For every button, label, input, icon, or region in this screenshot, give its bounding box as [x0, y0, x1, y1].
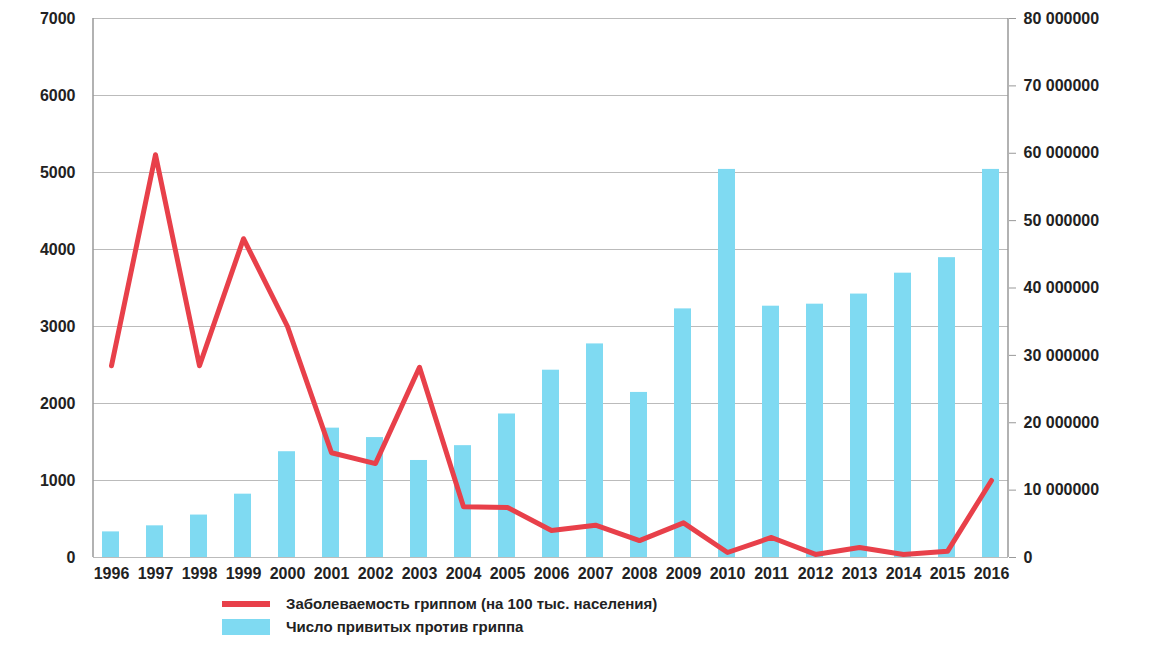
svg-text:2003: 2003 — [402, 565, 438, 582]
svg-text:50 000000: 50 000000 — [1024, 212, 1100, 229]
svg-text:2009: 2009 — [666, 565, 702, 582]
svg-text:2002: 2002 — [358, 565, 394, 582]
svg-text:2007: 2007 — [578, 565, 614, 582]
svg-text:20 000000: 20 000000 — [1024, 414, 1100, 431]
svg-text:1000: 1000 — [40, 472, 76, 489]
svg-text:1999: 1999 — [226, 565, 262, 582]
svg-text:2005: 2005 — [490, 565, 526, 582]
svg-text:30 000000: 30 000000 — [1024, 346, 1100, 363]
svg-text:10 000000: 10 000000 — [1024, 481, 1100, 498]
svg-text:1997: 1997 — [138, 565, 174, 582]
svg-text:70 000000: 70 000000 — [1024, 77, 1100, 94]
svg-text:4000: 4000 — [40, 241, 76, 258]
svg-text:2011: 2011 — [754, 565, 789, 582]
svg-text:40 000000: 40 000000 — [1024, 279, 1100, 296]
svg-text:2000: 2000 — [40, 395, 76, 412]
svg-text:80 000000: 80 000000 — [1024, 10, 1100, 27]
svg-text:0: 0 — [67, 549, 76, 566]
svg-text:2001: 2001 — [314, 565, 350, 582]
html-text:Число привитых против гриппа: Число привитых против гриппа — [286, 618, 524, 635]
svg-text:2016: 2016 — [974, 565, 1010, 582]
svg-text:2015: 2015 — [930, 565, 966, 582]
svg-text:3000: 3000 — [40, 318, 76, 335]
svg-text:60 000000: 60 000000 — [1024, 144, 1100, 161]
svg-text:5000: 5000 — [40, 164, 76, 181]
svg-text:2012: 2012 — [798, 565, 834, 582]
svg-text:2008: 2008 — [622, 565, 658, 582]
svg-text:2004: 2004 — [446, 565, 482, 582]
svg-text:1996: 1996 — [94, 565, 130, 582]
svg-text:2010: 2010 — [710, 565, 746, 582]
svg-text:6000: 6000 — [40, 87, 76, 104]
svg-text:2000: 2000 — [270, 565, 306, 582]
svg-text:2014: 2014 — [886, 565, 922, 582]
svg-text:2013: 2013 — [842, 565, 878, 582]
svg-text:0: 0 — [1024, 549, 1033, 566]
svg-text:1998: 1998 — [182, 565, 218, 582]
html-text:Заболеваемость гриппом (на 100: Заболеваемость гриппом (на 100 тыс. насе… — [286, 595, 658, 612]
svg-text:7000: 7000 — [40, 10, 76, 27]
svg-text:2006: 2006 — [534, 565, 570, 582]
